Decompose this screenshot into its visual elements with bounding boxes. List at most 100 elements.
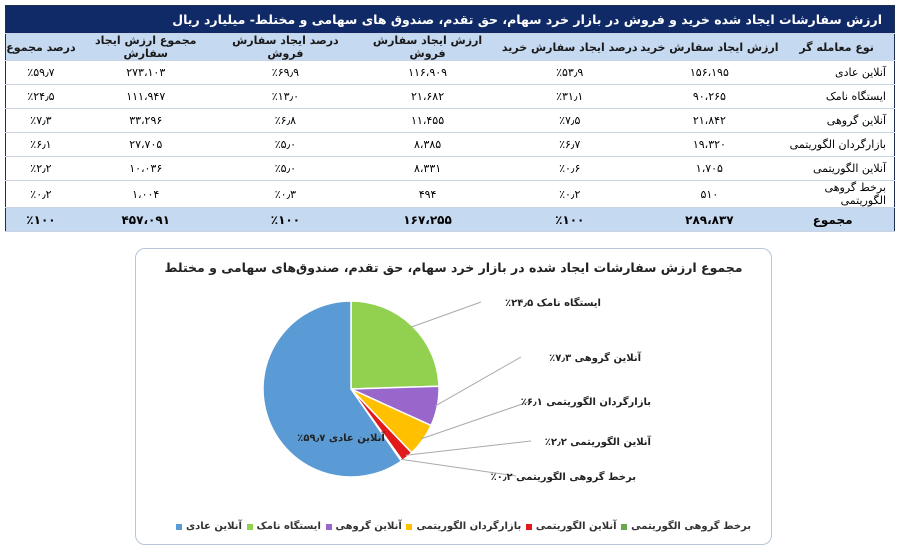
legend-label: آنلاین گروهی — [335, 521, 402, 532]
value-cell: ٪۱۳٫۰ — [215, 84, 356, 109]
value-cell: ۸،۳۸۵ — [355, 132, 500, 157]
slice-label: آنلاین گروهی ۷٫۳٪ — [549, 351, 641, 364]
legend-item: ایستگاه نامک — [246, 521, 321, 532]
column-header: درصد ایجاد سفارش خرید — [499, 33, 640, 61]
column-header: ارزش ایجاد سفارش خرید — [639, 33, 780, 61]
pie-slice — [262, 300, 403, 478]
table-row: ایستگاه نامک ۹۰،۲۶۵ ٪۳۱٫۱ ۲۱،۶۸۲ ٪۱۳٫۰ ۱۱۱،۹۴… — [5, 84, 895, 109]
value-cell: ۱،۰۰۴ — [75, 180, 216, 208]
value-cell: ۱۱۱،۹۴۷ — [75, 84, 216, 109]
value-cell: ۹۰،۲۶۵ — [639, 84, 780, 109]
legend-marker-icon — [176, 523, 182, 530]
chart-legend: آنلاین عادی ایستگاه نامک آنلاین گروهی بازار… — [176, 521, 751, 532]
leader-line — [410, 301, 482, 328]
value-cell: ٪۵۳٫۹ — [499, 60, 640, 85]
legend-marker-icon — [525, 523, 532, 530]
legend-item: آنلاین عادی — [176, 521, 242, 532]
value-cell: ۲۷،۷۰۵ — [75, 132, 216, 157]
legend-label: ایستگاه نامک — [256, 521, 321, 532]
value-cell: ۴۹۴ — [355, 180, 500, 208]
legend-label: آنلاین الگوریتمی — [535, 521, 617, 532]
table-row: آنلاین الگوریتمی ۱،۷۰۵ ٪۰٫۶ ۸،۳۳۱ ٪۵٫۰ ۱۰،۰۳۶… — [5, 156, 895, 181]
value-cell: ٪۶٫۸ — [215, 108, 356, 133]
total-row: مجموع ۲۸۹،۸۳۷ ٪۱۰۰ ۱۶۷،۲۵۵ ٪۱۰۰ ۴۵۷،۰۹۱ ٪۱۰۰ — [5, 207, 895, 232]
value-cell: ٪۲۴٫۵ — [5, 84, 76, 109]
table-row: برخط گروهی الگوریتمی ۵۱۰ ٪۰٫۲ ۴۹۴ ٪۰٫۳ ۱،۰۰۴ ٪… — [5, 180, 895, 208]
value-cell: ۱۹،۳۲۰ — [639, 132, 780, 157]
legend-item: آنلاین گروهی — [325, 521, 402, 532]
total-cell: مجموع — [779, 207, 895, 232]
value-cell: ٪۶۹٫۹ — [215, 60, 356, 85]
value-cell: ٪۵٫۰ — [215, 156, 356, 181]
value-cell: ٪۰٫۶ — [499, 156, 640, 181]
value-cell: ۳۳،۲۹۶ — [75, 108, 216, 133]
trader-type-cell: آنلاین الگوریتمی — [779, 156, 895, 181]
legend-marker-icon — [406, 523, 413, 530]
legend-item: بازارگردان الگوریتمی — [406, 521, 521, 532]
value-cell: ٪۰٫۲ — [499, 180, 640, 208]
value-cell: ٪۷٫۵ — [499, 108, 640, 133]
legend-marker-icon — [325, 523, 332, 530]
table-row: بازارگردان الگوریتمی ۱۹،۳۲۰ ٪۶٫۷ ۸،۳۸۵ ٪۵٫۰ ۲… — [5, 132, 895, 157]
column-header: درصد مجموع — [5, 33, 76, 61]
legend-marker-icon — [246, 523, 253, 530]
trader-type-cell: ایستگاه نامک — [779, 84, 895, 109]
column-header: ارزش ایجاد سفارش فروش — [355, 33, 500, 61]
leader-line — [400, 458, 517, 477]
table-row: آنلاین گروهی ۲۱،۸۴۲ ٪۷٫۵ ۱۱،۴۵۵ ٪۶٫۸ ۳۳،۲۹۶ ٪۷… — [5, 108, 895, 133]
slice-label: آنلاین الگوریتمی ۲٫۲٪ — [545, 435, 652, 448]
legend-marker-icon — [621, 523, 628, 530]
value-cell: ٪۷٫۳ — [5, 108, 76, 133]
value-cell: ٪۶٫۱ — [5, 132, 76, 157]
value-cell: ۲۷۳،۱۰۳ — [75, 60, 216, 85]
chart-title: مجموع ارزش سفارشات ایجاد شده در بازار خر… — [164, 260, 743, 275]
value-cell: ۸،۳۳۱ — [355, 156, 500, 181]
trader-type-cell: آنلاین عادی — [779, 60, 895, 85]
total-cell: ٪۱۰۰ — [215, 207, 356, 232]
value-cell: ٪۶٫۷ — [499, 132, 640, 157]
value-cell: ۱۱۶،۹۰۹ — [355, 60, 500, 85]
legend-item: آنلاین الگوریتمی — [525, 521, 617, 532]
trader-type-cell: بازارگردان الگوریتمی — [779, 132, 895, 157]
value-cell: ۱،۷۰۵ — [639, 156, 780, 181]
trader-type-cell: آنلاین گروهی — [779, 108, 895, 133]
value-cell: ٪۰٫۳ — [215, 180, 356, 208]
slice-label: ایستگاه نامک ۲۴٫۵٪ — [505, 296, 601, 309]
leader-line — [435, 356, 522, 407]
pie-chart-panel: مجموع ارزش سفارشات ایجاد شده در بازار خر… — [135, 248, 772, 545]
value-cell: ۱۵۶،۱۹۵ — [639, 60, 780, 85]
slice-label: بازارگردان الگوریتمی ۶٫۱٪ — [521, 395, 651, 408]
legend-label: بازارگردان الگوریتمی — [416, 521, 522, 532]
table-title: ارزش سفارشات ایجاد شده خرید و فروش در با… — [5, 5, 895, 34]
column-header: مجموع ارزش ایجاد سفارش — [75, 33, 216, 61]
value-cell: ۱۱،۴۵۵ — [355, 108, 500, 133]
orders-table: ارزش سفارشات ایجاد شده خرید و فروش در با… — [5, 5, 895, 232]
leader-line — [405, 440, 532, 456]
total-cell: ٪۱۰۰ — [499, 207, 640, 232]
leader-line — [420, 400, 532, 440]
value-cell: ٪۵۹٫۷ — [5, 60, 76, 85]
value-cell: ٪۰٫۲ — [5, 180, 76, 208]
value-cell: ۲۱،۸۴۲ — [639, 108, 780, 133]
total-cell: ۴۵۷،۰۹۱ — [75, 207, 216, 232]
legend-label: آنلاین عادی — [186, 521, 242, 532]
pie-chart: ایستگاه نامک ۲۴٫۵٪ آنلاین گروهی ۷٫۳٪ بازار… — [262, 296, 652, 483]
column-header: نوع معامله گر — [779, 33, 895, 61]
legend-item: برخط گروهی الگوریتمی — [621, 521, 751, 532]
slice-label: آنلاین عادی ۵۹٫۷٪ — [297, 431, 385, 444]
total-cell: ٪۱۰۰ — [5, 207, 76, 232]
value-cell: ۲۱،۶۸۲ — [355, 84, 500, 109]
value-cell: ٪۳۱٫۱ — [499, 84, 640, 109]
pie-slice — [350, 300, 440, 390]
trader-type-cell: برخط گروهی الگوریتمی — [779, 180, 895, 208]
value-cell: ٪۲٫۲ — [5, 156, 76, 181]
column-header: درصد ایجاد سفارش فروش — [215, 33, 356, 61]
slice-label: برخط گروهی الگوریتمی ۰٫۲٪ — [491, 470, 636, 483]
legend-label: برخط گروهی الگوریتمی — [631, 521, 751, 532]
value-cell: ٪۵٫۰ — [215, 132, 356, 157]
value-cell: ۱۰،۰۳۶ — [75, 156, 216, 181]
total-cell: ۱۶۷،۲۵۵ — [355, 207, 500, 232]
value-cell: ۵۱۰ — [639, 180, 780, 208]
total-cell: ۲۸۹،۸۳۷ — [639, 207, 780, 232]
table-row: آنلاین عادی ۱۵۶،۱۹۵ ٪۵۳٫۹ ۱۱۶،۹۰۹ ٪۶۹٫۹ ۲۷۳،۱… — [5, 60, 895, 85]
